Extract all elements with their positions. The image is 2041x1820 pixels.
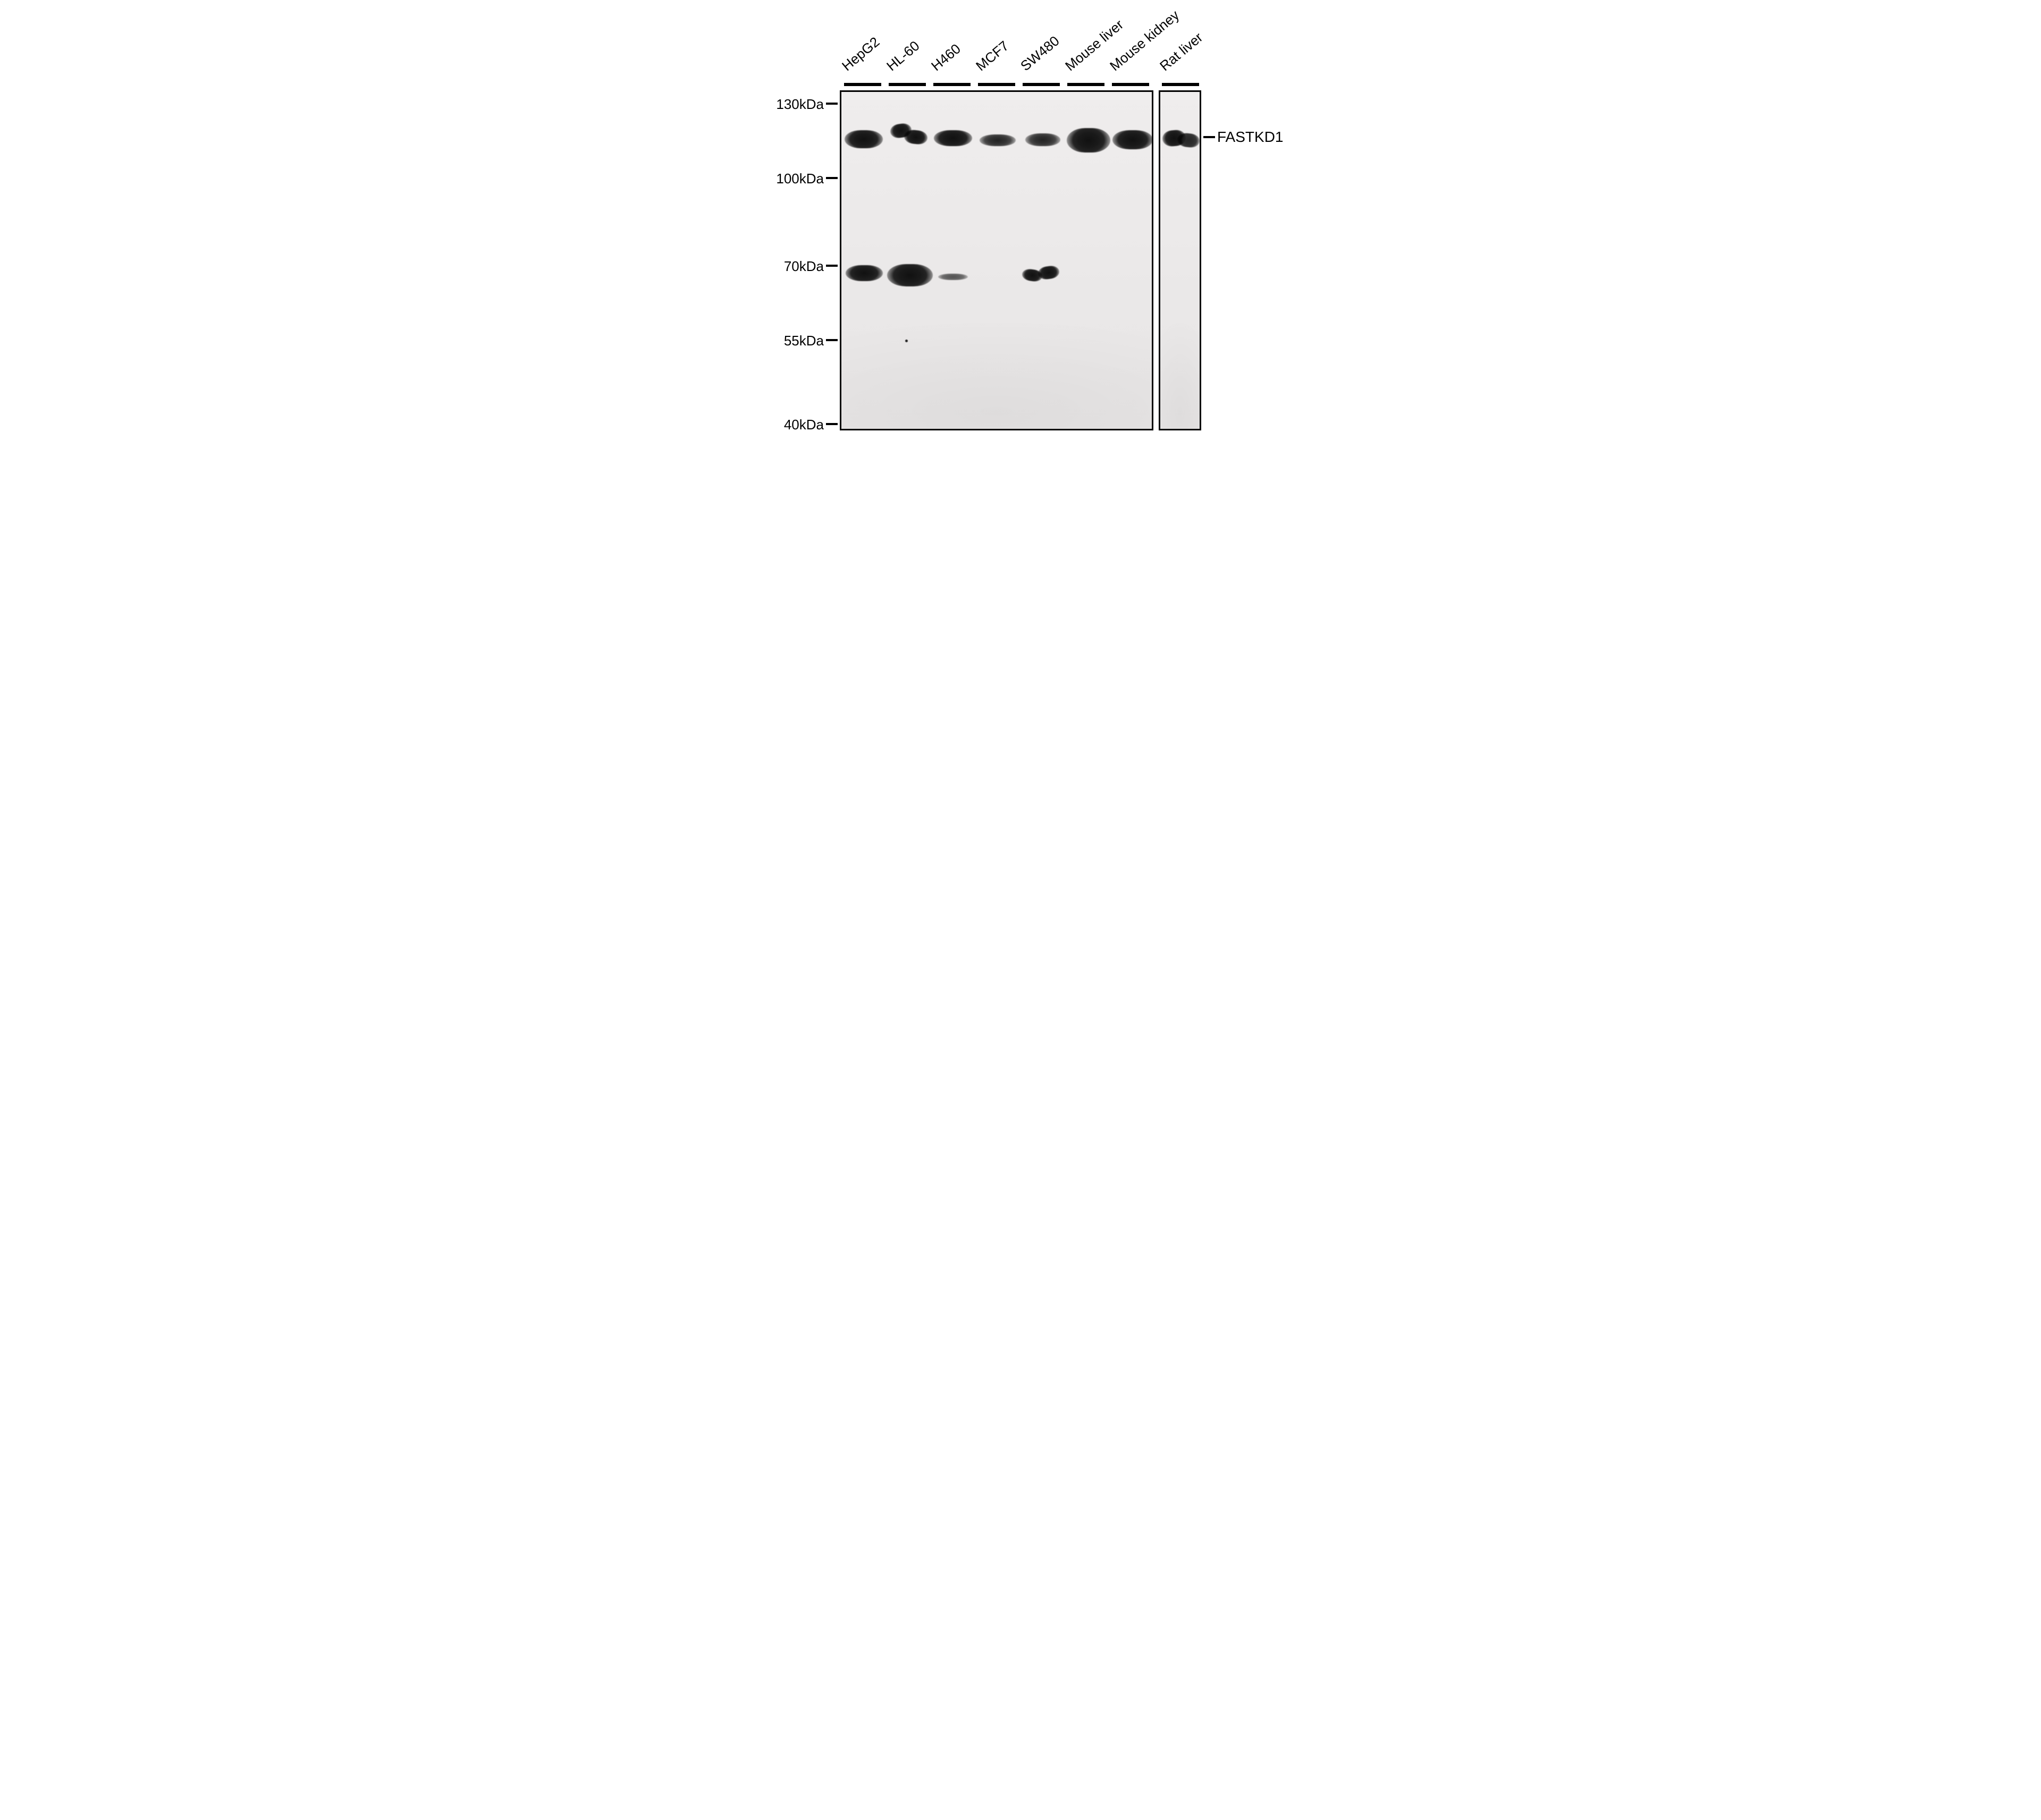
band-hepg2-lower xyxy=(846,265,883,281)
band-h460-upper xyxy=(934,130,972,146)
mw-tick xyxy=(826,423,838,425)
mw-label: 70kDa xyxy=(771,258,824,275)
mw-label: 100kDa xyxy=(771,171,824,187)
lane-tick xyxy=(1067,83,1104,86)
lane-label: SW480 xyxy=(1017,32,1062,74)
lane-label: MCF7 xyxy=(973,38,1012,74)
lane-tick xyxy=(844,83,881,86)
lane-tick xyxy=(889,83,926,86)
blot-panel-main xyxy=(840,90,1153,430)
target-tick xyxy=(1203,136,1215,138)
mw-tick xyxy=(826,339,838,341)
lane-tick xyxy=(1023,83,1060,86)
mw-tick xyxy=(826,177,838,179)
mw-tick xyxy=(826,103,838,105)
lane-label: HepG2 xyxy=(839,33,883,74)
band-mouseliver-upper xyxy=(1067,128,1110,153)
mw-label: 130kDa xyxy=(771,96,824,113)
mw-tick xyxy=(826,265,838,267)
western-blot-figure: HepG2 HL-60 H460 MCF7 SW480 Mouse liver … xyxy=(765,0,1276,455)
blot-panel-right xyxy=(1159,90,1201,430)
lane-tick xyxy=(1112,83,1149,86)
mw-label: 55kDa xyxy=(771,333,824,349)
band-h460-lower xyxy=(938,274,968,280)
band-sw480-upper xyxy=(1025,133,1060,146)
lane-tick xyxy=(1162,83,1199,86)
lane-tick xyxy=(933,83,971,86)
lane-label: HL-60 xyxy=(883,38,923,74)
band-hepg2-upper xyxy=(845,130,883,148)
lane-tick xyxy=(978,83,1015,86)
band-mcf7-upper xyxy=(980,134,1016,146)
lane-label: H460 xyxy=(928,40,964,74)
mw-label: 40kDa xyxy=(771,417,824,433)
band-hl60-lower xyxy=(887,264,933,286)
band-mousekidney-upper xyxy=(1112,130,1153,149)
lane-label: Rat liver xyxy=(1157,29,1206,74)
artifact-speck xyxy=(905,340,908,342)
target-label: FASTKD1 xyxy=(1217,129,1283,146)
